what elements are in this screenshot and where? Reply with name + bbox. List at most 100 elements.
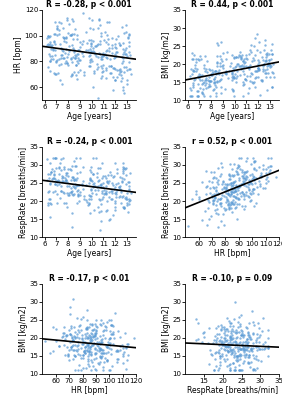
Point — [91, 363, 96, 370]
Point — [126, 196, 131, 202]
Point — [209, 78, 213, 84]
Point — [236, 348, 241, 354]
Point — [251, 330, 255, 336]
Point — [215, 211, 220, 218]
Point — [212, 356, 217, 363]
Point — [222, 325, 226, 332]
Point — [220, 192, 224, 198]
Point — [51, 175, 56, 182]
Point — [233, 350, 237, 356]
Point — [88, 59, 92, 66]
Point — [124, 22, 129, 28]
Point — [244, 169, 249, 175]
Point — [107, 328, 112, 334]
Point — [59, 60, 64, 67]
Point — [255, 67, 259, 74]
Point — [237, 163, 241, 169]
Point — [125, 352, 130, 358]
Point — [122, 90, 126, 96]
Point — [47, 200, 52, 206]
Point — [232, 329, 237, 335]
Point — [47, 188, 51, 194]
Point — [92, 340, 96, 346]
Point — [257, 338, 261, 345]
Point — [127, 43, 131, 49]
Point — [257, 325, 262, 332]
Point — [106, 45, 111, 52]
Point — [98, 22, 103, 28]
Point — [208, 78, 212, 84]
Point — [103, 323, 107, 330]
Point — [228, 346, 233, 353]
Point — [65, 15, 70, 22]
Point — [89, 48, 93, 54]
Point — [86, 340, 91, 347]
Point — [246, 181, 250, 187]
Point — [66, 192, 70, 198]
Point — [224, 314, 229, 321]
Point — [106, 178, 111, 184]
X-axis label: Age [years]: Age [years] — [67, 112, 111, 121]
Point — [230, 189, 235, 195]
Point — [90, 326, 94, 333]
Point — [107, 188, 111, 195]
Point — [76, 342, 81, 348]
Point — [194, 58, 199, 65]
Point — [80, 182, 85, 188]
Point — [103, 29, 107, 36]
Point — [94, 191, 98, 198]
Point — [254, 184, 259, 190]
Point — [228, 336, 233, 343]
Point — [72, 342, 77, 348]
Point — [247, 352, 252, 358]
Point — [212, 184, 216, 191]
Point — [90, 58, 94, 64]
Point — [73, 334, 77, 340]
Point — [241, 180, 245, 186]
Point — [230, 200, 234, 206]
Point — [228, 334, 232, 341]
Point — [217, 347, 222, 353]
Point — [203, 80, 208, 86]
Point — [246, 64, 251, 70]
Point — [267, 60, 271, 66]
Point — [208, 71, 213, 77]
Point — [76, 346, 81, 352]
Point — [261, 162, 266, 168]
Point — [69, 189, 73, 196]
Point — [238, 320, 243, 327]
Point — [235, 215, 240, 222]
Point — [92, 68, 96, 74]
Point — [217, 67, 222, 73]
Point — [91, 45, 95, 52]
Point — [54, 59, 59, 66]
Point — [54, 58, 58, 64]
Point — [215, 60, 219, 67]
Point — [100, 347, 105, 353]
Point — [110, 363, 114, 370]
Point — [76, 55, 80, 61]
Point — [254, 74, 258, 81]
Point — [254, 335, 259, 342]
Point — [240, 181, 245, 187]
Point — [49, 168, 53, 175]
Point — [91, 83, 96, 90]
Point — [212, 76, 217, 82]
Point — [199, 76, 204, 83]
Point — [113, 77, 118, 83]
Point — [247, 178, 252, 184]
Point — [266, 327, 270, 334]
Point — [217, 338, 221, 344]
Point — [86, 47, 91, 53]
Point — [213, 195, 217, 201]
Point — [113, 44, 117, 50]
Point — [238, 72, 243, 78]
Point — [241, 58, 246, 64]
Point — [265, 174, 269, 180]
Point — [95, 53, 100, 60]
Point — [216, 342, 221, 348]
Point — [214, 84, 219, 91]
Point — [225, 332, 230, 338]
Point — [248, 78, 252, 84]
Point — [109, 331, 114, 337]
